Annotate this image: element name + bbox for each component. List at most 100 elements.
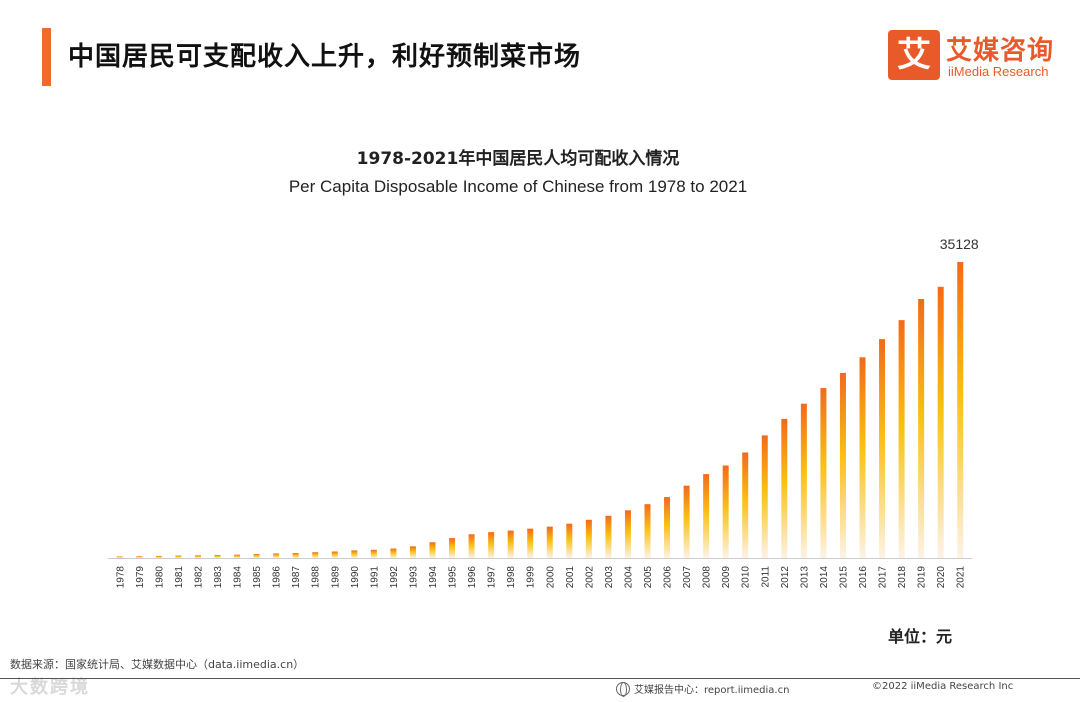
x-tick-1986: 1986 [272, 566, 283, 589]
data-label-2021: 35128 [940, 236, 979, 252]
x-tick-1998: 1998 [506, 566, 517, 589]
bar-series [116, 262, 964, 558]
bar-1981 [175, 555, 182, 558]
watermark: 大数跨境 [10, 677, 90, 698]
bar-1999 [527, 528, 534, 558]
bar-1997 [488, 532, 495, 558]
x-tick-2010: 2010 [741, 566, 752, 589]
x-tick-2014: 2014 [819, 566, 830, 589]
bar-2011 [761, 435, 768, 558]
bar-2004 [624, 510, 631, 558]
bar-2008 [703, 474, 710, 558]
bar-1994 [429, 542, 436, 558]
bar-1998 [507, 530, 514, 558]
page-title: 中国居民可支配收入上升，利好预制菜市场 [68, 42, 582, 72]
bar-2018 [898, 320, 905, 558]
bar-2015 [839, 372, 846, 558]
x-tick-1985: 1985 [252, 566, 263, 589]
bar-1995 [449, 538, 456, 558]
x-tick-2003: 2003 [604, 566, 615, 589]
bar-1987 [292, 553, 299, 558]
bar-1992 [390, 548, 397, 558]
bar-1980 [155, 555, 162, 558]
bar-1991 [370, 549, 377, 558]
logo-mark: 艾 [888, 30, 940, 80]
logo-name-en: iiMedia Research [948, 64, 1049, 79]
x-tick-1978: 1978 [115, 566, 126, 589]
bar-1990 [351, 550, 358, 558]
bar-1985 [253, 553, 260, 558]
x-tick-1989: 1989 [330, 566, 341, 589]
x-tick-1982: 1982 [193, 566, 204, 589]
bar-2001 [566, 523, 573, 558]
bar-2021 [957, 262, 964, 558]
data-labels: 35128 [940, 236, 979, 252]
bar-2012 [781, 418, 788, 558]
bar-2007 [683, 485, 690, 558]
x-tick-2021: 2021 [956, 566, 967, 589]
bar-2010 [742, 452, 749, 558]
iimedia-logo: 艾 艾媒咨询 iiMedia Research [888, 30, 1060, 82]
bar-1984 [234, 554, 241, 558]
footer-divider [0, 678, 1080, 679]
x-tick-2017: 2017 [878, 566, 889, 589]
bar-2003 [605, 515, 612, 558]
chart-title: 1978-2021年中国居民人均可配收入情况 [356, 149, 680, 169]
x-tick-2020: 2020 [936, 566, 947, 589]
report-center-text: 艾媒报告中心：report.iimedia.cn [634, 685, 790, 696]
x-tick-1991: 1991 [369, 566, 380, 589]
bar-1982 [194, 555, 201, 558]
bar-2005 [644, 504, 651, 558]
x-tick-2013: 2013 [799, 566, 810, 589]
x-tick-1999: 1999 [526, 566, 537, 589]
data-source: 数据来源：国家统计局、艾媒数据中心（data.iimedia.cn） [10, 658, 305, 671]
x-tick-2000: 2000 [545, 566, 556, 589]
x-tick-2004: 2004 [623, 566, 634, 589]
x-tick-2011: 2011 [760, 566, 771, 588]
x-tick-1983: 1983 [213, 566, 224, 589]
x-tick-1988: 1988 [311, 566, 322, 589]
unit-label: 单位：元 [888, 627, 953, 646]
x-tick-2012: 2012 [780, 566, 791, 589]
bar-2000 [546, 526, 553, 558]
bar-2016 [859, 357, 866, 558]
title-accent-bar [42, 28, 51, 86]
chart-subtitle: Per Capita Disposable Income of Chinese … [288, 177, 748, 196]
bar-2009 [722, 465, 729, 558]
globe-icon [616, 681, 630, 697]
bar-1988 [312, 552, 319, 558]
bar-2002 [585, 519, 592, 558]
x-tick-1995: 1995 [448, 566, 459, 589]
x-tick-1993: 1993 [408, 566, 419, 589]
bar-1993 [409, 546, 416, 558]
x-tick-1994: 1994 [428, 566, 439, 589]
x-tick-2018: 2018 [897, 566, 908, 589]
footer-copyright: ©2022 iiMedia Research Inc [872, 681, 1014, 692]
bar-1979 [136, 556, 143, 558]
x-tick-2005: 2005 [643, 566, 654, 589]
x-tick-2002: 2002 [584, 566, 595, 589]
x-tick-labels: 1978 1979 1980 1981 1982 1983 1984 1985 1986 1987… [115, 566, 966, 589]
x-tick-2009: 2009 [721, 566, 732, 589]
bar-2006 [664, 497, 671, 558]
x-tick-1987: 1987 [291, 566, 302, 589]
bar-2020 [937, 286, 944, 558]
bar-1983 [214, 554, 221, 558]
x-tick-1979: 1979 [135, 566, 146, 589]
bar-1978 [116, 556, 123, 558]
x-tick-2001: 2001 [565, 566, 576, 589]
bar-2014 [820, 388, 827, 558]
logo-name-cn: 艾媒咨询 [946, 36, 1055, 66]
x-tick-1997: 1997 [487, 566, 498, 589]
x-tick-2008: 2008 [702, 566, 713, 589]
x-tick-1996: 1996 [467, 566, 478, 589]
bar-1989 [331, 551, 338, 558]
x-tick-2016: 2016 [858, 566, 869, 589]
x-tick-1981: 1981 [174, 566, 185, 589]
x-tick-1984: 1984 [233, 566, 244, 589]
bar-2013 [800, 403, 807, 558]
bar-2017 [879, 339, 886, 558]
bar-2019 [918, 299, 925, 558]
x-tick-1990: 1990 [350, 566, 361, 589]
